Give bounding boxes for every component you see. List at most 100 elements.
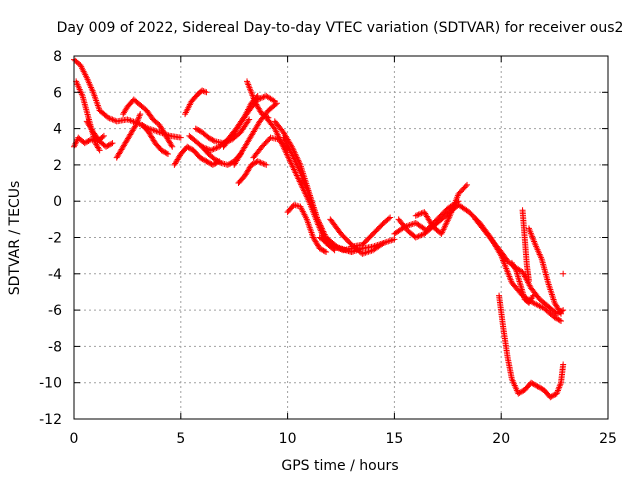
x-axis-label: GPS time / hours: [281, 458, 398, 474]
data-point: [418, 232, 425, 239]
data-point: [538, 385, 545, 392]
data-point: [555, 316, 562, 323]
data-point: [168, 142, 175, 149]
y-tick-label: 6: [53, 85, 62, 101]
x-tick-label: 5: [176, 431, 185, 447]
y-axis-label: SDTVAR / TECUs: [7, 181, 23, 296]
data-point: [211, 161, 218, 168]
data-point: [385, 215, 392, 222]
series-track-d: [83, 118, 116, 150]
data-point: [256, 158, 263, 165]
data-point: [516, 389, 523, 396]
x-axis-ticks: 0 5 10 15 20 25: [70, 56, 617, 447]
data-point: [528, 379, 535, 386]
data-point: [204, 146, 211, 153]
data-point: [202, 88, 209, 95]
data-point: [250, 160, 257, 167]
data-point: [325, 240, 332, 247]
data-point: [210, 137, 217, 144]
data-point: [105, 142, 112, 149]
data-point: [272, 101, 279, 108]
data-point: [217, 159, 224, 166]
series-track-h: [171, 143, 223, 168]
data-point: [194, 126, 201, 133]
data-point: [549, 392, 556, 399]
data-point: [548, 393, 555, 400]
data-point: [414, 233, 421, 240]
data-point: [109, 116, 116, 123]
data-point: [556, 317, 563, 324]
series-track-r: [263, 114, 338, 254]
data-point: [184, 143, 191, 150]
data-point: [196, 127, 203, 134]
data-point: [200, 156, 207, 163]
data-point: [412, 212, 419, 219]
series-track-e: [113, 111, 144, 161]
data-point: [417, 232, 424, 239]
data-point: [103, 143, 110, 150]
data-point: [288, 149, 295, 156]
grid-lines: [74, 56, 608, 419]
y-tick-label: -8: [48, 339, 62, 355]
series-track-f: [120, 96, 176, 150]
data-point: [551, 392, 558, 399]
data-point: [263, 161, 270, 168]
data-point: [557, 309, 564, 316]
data-point: [161, 148, 168, 155]
data-point: [188, 145, 195, 152]
series-track-p: [244, 78, 272, 121]
series-track-ah: [560, 270, 567, 277]
data-point: [195, 127, 202, 134]
data-point: [261, 161, 268, 168]
data-point: [415, 233, 422, 240]
data-point: [186, 145, 193, 152]
series-track-ad: [508, 259, 537, 306]
data-point: [205, 159, 212, 166]
data-point: [105, 114, 112, 121]
data-point: [163, 150, 170, 157]
data-point: [254, 158, 261, 165]
data-point: [537, 384, 544, 391]
data-point: [554, 315, 561, 322]
data-point: [414, 212, 421, 219]
data-point: [198, 155, 205, 162]
data-point: [248, 161, 255, 168]
data-point: [387, 214, 394, 221]
chart-title: Day 009 of 2022, Sidereal Day-to-day VTE…: [57, 20, 624, 36]
data-point: [249, 161, 256, 168]
data-point: [560, 270, 567, 277]
data-point: [110, 117, 117, 124]
data-point: [321, 248, 328, 255]
data-point: [203, 145, 210, 152]
x-tick-label: 15: [385, 431, 403, 447]
data-point: [256, 95, 263, 102]
data-point: [258, 160, 265, 167]
series-track-ae: [519, 207, 532, 285]
data-point: [96, 147, 103, 154]
data-point: [106, 141, 113, 148]
data-point: [533, 382, 540, 389]
data-point: [531, 381, 538, 388]
series-track-o: [235, 158, 270, 187]
data-point: [530, 292, 537, 299]
data-point: [211, 145, 218, 152]
data-point: [211, 156, 218, 163]
data-point: [177, 134, 184, 141]
data-point: [209, 161, 216, 168]
data-point: [203, 89, 210, 96]
y-tick-label: -2: [48, 231, 62, 247]
data-point: [530, 381, 537, 388]
series-track-a: [71, 56, 184, 141]
data-point: [529, 380, 536, 387]
data-point: [273, 100, 280, 107]
data-point: [84, 138, 91, 145]
y-tick-label: -10: [39, 376, 62, 392]
data-point: [169, 143, 176, 150]
data-point: [109, 140, 116, 147]
y-tick-label: 2: [53, 158, 62, 174]
data-point: [106, 115, 113, 122]
data-point: [319, 246, 326, 253]
y-tick-label: -6: [48, 303, 62, 319]
data-point: [560, 361, 567, 368]
